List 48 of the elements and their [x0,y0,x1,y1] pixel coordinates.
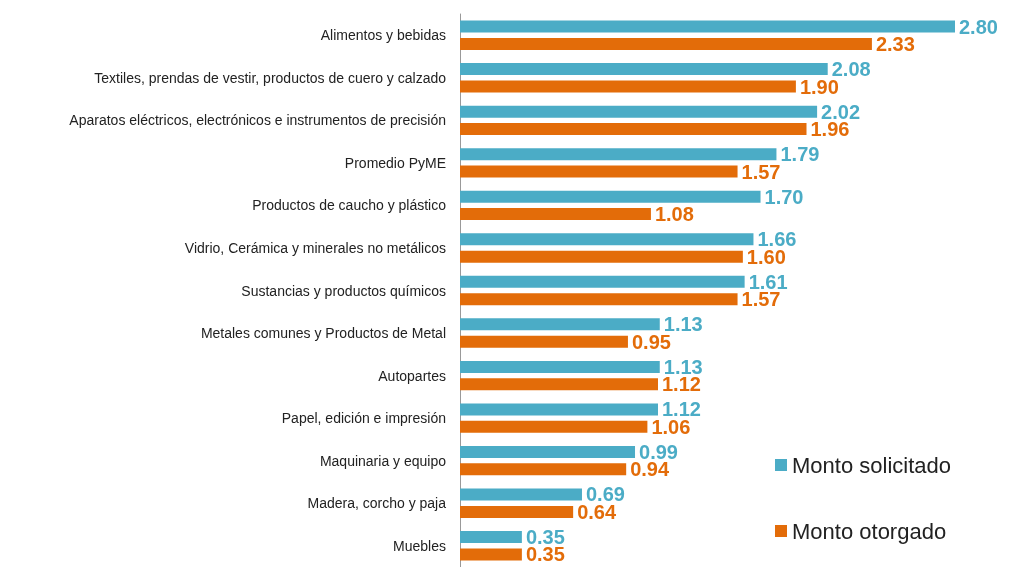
data-label: 1.79 [780,143,820,166]
bar [460,63,828,76]
bar [460,165,738,178]
data-label: 1.70 [764,185,804,208]
bar [460,505,574,518]
bar [460,208,651,221]
y-tick-label: Madera, corcho y paja [307,495,447,512]
bar [460,233,754,246]
bar [460,293,738,306]
bar [460,403,658,416]
y-tick-label: Alimentos y bebidas [320,27,446,44]
data-label: 2.80 [959,15,998,38]
data-label: 1.08 [654,203,694,226]
bar [460,463,627,476]
y-tick-label: Muebles [393,537,446,554]
bar [460,531,522,544]
bar [460,420,648,433]
y-tick-label: Aparatos eléctricos, electrónicos e instrumentos de precisión [69,112,446,129]
y-tick-label: Vidrio, Cerámica y minerales no metálicos [184,239,446,256]
bar [460,318,660,331]
data-label: 1.57 [741,160,781,183]
bar [460,105,818,118]
bar [460,548,522,561]
bar [460,488,582,501]
bar [460,335,628,348]
y-tick-label: Sustancias y productos químicos [241,282,446,299]
bar [460,250,743,263]
y-tick-label: Textiles, prendas de vestir, productos de cuero y calzado [94,69,447,86]
bar [460,445,636,458]
y-tick-label: Metales comunes y Productos de Metal [200,325,446,342]
bar [460,37,872,50]
data-label: 2.33 [875,32,915,55]
y-tick-label: Promedio PyME [344,154,446,171]
y-tick-label: Productos de caucho y plástico [252,197,447,214]
bar [460,80,796,93]
legend-label: Monto solicitado [792,452,952,478]
legend-label: Monto otorgado [792,518,947,544]
bar [460,360,660,373]
data-label: 0.35 [525,543,565,566]
bar [460,20,955,33]
bar [460,190,761,203]
bar [460,378,658,391]
y-tick-label: Maquinaria y equipo [319,452,447,469]
bar [460,148,777,161]
bar [460,275,745,288]
bar [460,123,807,136]
y-tick-label: Autopartes [378,367,446,384]
y-tick-label: Papel, edición e impresión [281,410,446,427]
